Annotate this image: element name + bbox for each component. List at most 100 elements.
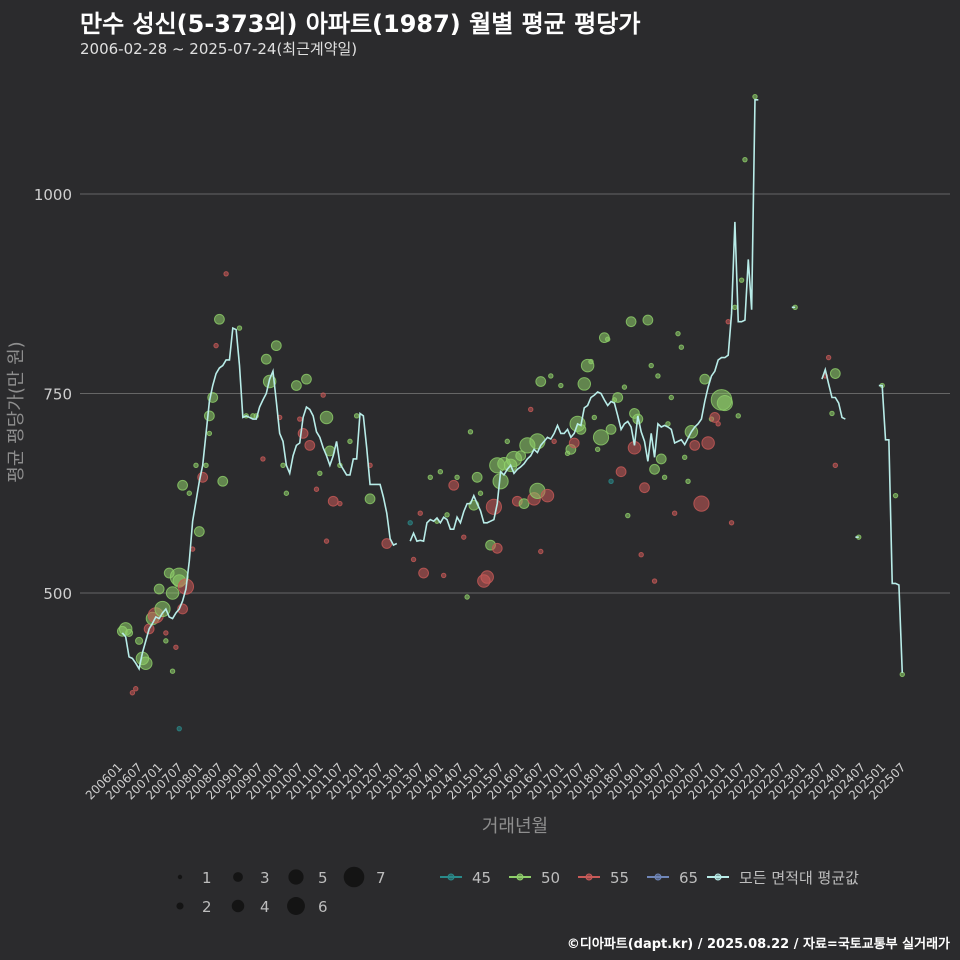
color-legend-label: 55 [610,869,629,887]
data-point [454,474,460,480]
average-line-segment [121,326,398,671]
data-point [605,336,611,342]
data-point [558,382,564,389]
data-point [214,313,225,325]
data-point [829,368,841,379]
average-line-layer [121,99,904,673]
data-point [732,304,738,311]
data-point [471,471,483,483]
chart-title: 만수 성신(5-373외) 아파트(1987) 월별 평균 평당가 [80,10,641,38]
data-point [681,454,688,461]
data-point [477,490,484,496]
data-point [540,488,555,503]
source-credit: ©디아파트(dapt.kr) / 2025.08.22 / 자료=국토교통부 실… [566,937,950,952]
data-point [535,376,547,387]
data-point [317,470,323,476]
y-tick-labels: 500 750 1000 [34,186,72,603]
data-point [163,638,169,644]
data-point [605,424,617,435]
color-legend-marker [714,873,722,881]
data-point [213,342,219,349]
x-axis-label: 거래년월 [482,816,548,837]
data-point [418,567,430,579]
data-point [133,686,139,692]
size-legend-marker [176,902,184,910]
size-legend-marker [233,872,243,882]
data-point [661,474,668,480]
data-point [538,548,544,555]
data-point [892,492,899,499]
data-point [353,413,360,419]
data-point [716,394,733,412]
data-point [491,542,503,554]
data-point [193,526,205,537]
data-point [440,572,447,579]
data-point [693,495,710,512]
data-point [701,436,715,450]
data-point [260,353,272,365]
data-point [304,439,316,451]
data-point [648,362,654,369]
y-axis-label: 평균 평당가(만 원) [6,341,27,482]
data-point [548,373,554,379]
data-point [665,421,671,427]
data-point [186,490,192,496]
data-point [625,512,631,519]
data-point [124,628,134,637]
data-point [651,578,658,584]
x-tick-labels: 2006012006072007012007072008012008072009… [83,760,909,802]
data-point [588,358,594,365]
color-legend-marker [585,873,593,881]
data-point [612,392,624,403]
data-point [709,412,721,423]
data-point [177,479,188,491]
size-legend-marker [231,899,245,913]
data-point [725,318,731,325]
color-legend-label: 모든 면적대 평균값 [739,869,859,887]
size-legend-label: 4 [260,898,270,916]
grid-layer [80,193,950,594]
data-point [832,462,839,469]
data-point [752,93,758,100]
data-point [577,377,592,391]
color-legend-label: 45 [472,869,491,887]
data-point [461,534,467,540]
data-point [715,421,721,427]
size-legend-label: 5 [318,869,328,887]
data-point [515,450,527,462]
data-point [327,495,339,507]
data-point [410,556,417,563]
data-point [337,500,343,507]
data-point [825,354,832,361]
data-point [301,373,312,385]
data-point [699,373,711,385]
data-point [364,493,376,505]
data-point [437,469,444,475]
size-legend-label: 1 [202,869,212,887]
y-tick-label: 750 [43,386,72,404]
points-layer [116,93,905,732]
data-point [427,474,433,480]
data-point [829,410,835,417]
data-point [594,446,601,453]
data-point [154,600,171,618]
data-point [625,316,637,328]
data-point [738,277,745,283]
data-point [176,725,182,732]
data-point [675,330,681,337]
data-point [615,466,627,478]
size-legend-marker [288,869,304,885]
size-legend-marker [343,866,365,888]
data-point [504,438,510,445]
data-point [206,430,213,437]
data-point [203,410,215,422]
data-point [464,594,470,600]
data-point [678,344,685,350]
data-point [689,439,701,451]
data-point [649,463,660,475]
y-tick-label: 500 [43,585,72,603]
size-legend-label: 6 [318,898,328,916]
data-point [608,478,614,484]
color-legend-marker [516,873,524,881]
